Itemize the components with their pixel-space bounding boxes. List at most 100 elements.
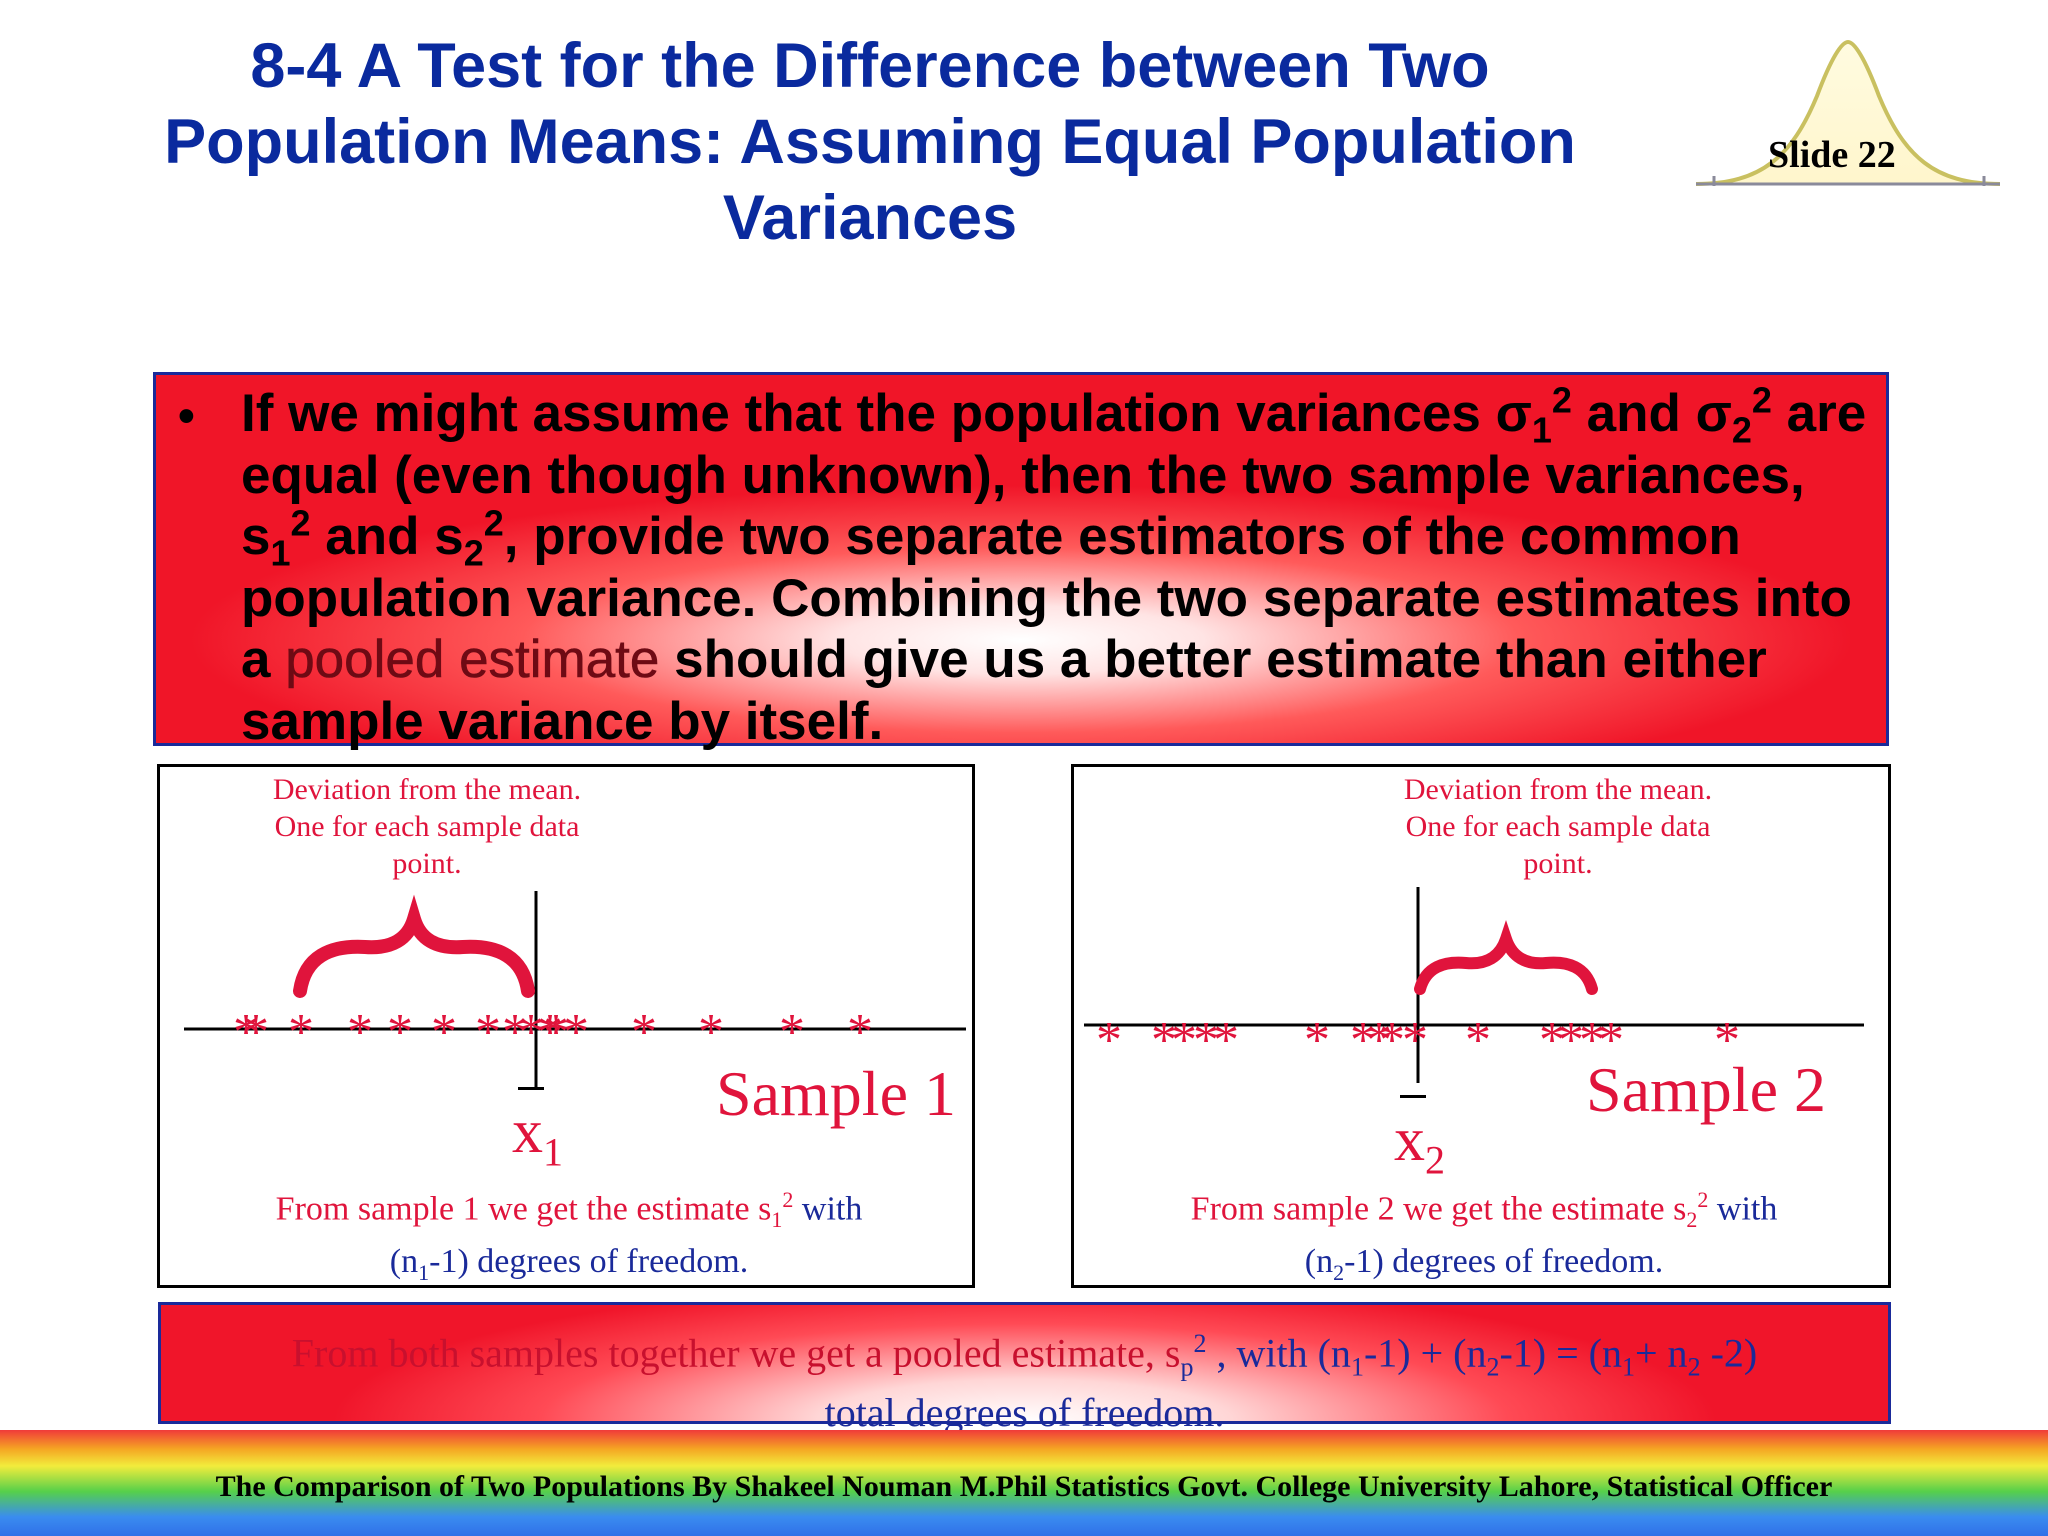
- data-point: *: [543, 1004, 569, 1061]
- estimate-sup: 2: [1697, 1187, 1709, 1212]
- sp-sub: p: [1180, 1352, 1194, 1382]
- mean-bar: [518, 1087, 544, 1090]
- mean-symbol-x1: x1: [512, 1087, 563, 1175]
- pooled-line-1: From both samples together we get a pool…: [161, 1321, 1888, 1390]
- estimate-text-end: with: [793, 1190, 863, 1228]
- data-point: *: [563, 1004, 589, 1061]
- data-point: *: [1151, 1012, 1177, 1069]
- title-line-1: 8-4 A Test for the Difference between Tw…: [250, 31, 1490, 101]
- data-point: *: [1579, 1012, 1605, 1069]
- s2-sup: 2: [483, 502, 504, 544]
- n2-sub: 2: [1486, 1352, 1500, 1382]
- title-line-2: Population Means: Assuming Equal Populat…: [164, 107, 1576, 177]
- n1-sub: 1: [1622, 1352, 1635, 1382]
- deviation-brace: [293, 894, 535, 998]
- n2-sub: 2: [1687, 1352, 1701, 1382]
- footer-text: The Comparison of Two Populations By Sha…: [215, 1470, 1833, 1503]
- data-point: *: [1193, 1012, 1219, 1069]
- dof-text: (n: [389, 1243, 419, 1281]
- bullet-box: • If we might assume that the population…: [153, 372, 1889, 751]
- data-point: *: [1350, 1012, 1376, 1069]
- mean-symbol-x2: x2: [1394, 1095, 1445, 1183]
- pooled-estimate-box: From both samples together we get a pool…: [158, 1302, 1891, 1435]
- sigma1-sub: 1: [1531, 409, 1552, 451]
- data-point: *: [1096, 1012, 1122, 1069]
- deviation-brace: [1414, 920, 1598, 995]
- s1-sub: 1: [270, 532, 291, 574]
- data-point: *: [1539, 1012, 1565, 1069]
- data-point: *: [1304, 1012, 1330, 1069]
- pooled-text: -2): [1700, 1330, 1758, 1376]
- bullet-part: If we might assume that the population v…: [241, 384, 1532, 443]
- estimate-sub: 1: [771, 1207, 783, 1233]
- pooled-text: + n: [1635, 1330, 1688, 1376]
- data-point: *: [233, 1004, 259, 1061]
- data-point: *: [1379, 1012, 1405, 1069]
- slide-title: 8-4 A Test for the Difference between Tw…: [30, 28, 1710, 256]
- data-point: *: [1366, 1012, 1392, 1069]
- data-point: *: [698, 1004, 724, 1061]
- pooled-text: , with (n: [1206, 1330, 1351, 1376]
- data-point: *: [537, 1004, 563, 1061]
- data-points: * * * * * * * * * * * * * * * *: [233, 1004, 873, 1061]
- bullet-symbol: •: [178, 390, 195, 443]
- title-line-3: Variances: [722, 183, 1018, 253]
- pooled-estimate-highlight: pooled estimate: [285, 630, 660, 690]
- sample-1-panel: * * * * * * * * * * * * * * * * Deviatio…: [157, 764, 975, 1288]
- estimate-text: From sample 1 we get the estimate s: [275, 1190, 772, 1228]
- data-point: *: [1213, 1012, 1239, 1069]
- data-point: *: [288, 1004, 314, 1061]
- sample-1-diagram: * * * * * * * * * * * * * * * *: [184, 891, 966, 1087]
- sp-sup: 2: [1193, 1329, 1207, 1358]
- slide-number: Slide 22: [1768, 134, 1896, 176]
- data-point: *: [475, 1004, 501, 1061]
- sample-2-estimate-text: From sample 2 we get the estimate s22 wi…: [1104, 1179, 1864, 1294]
- estimate-sub: 2: [1686, 1207, 1698, 1233]
- data-point: *: [1714, 1012, 1740, 1069]
- n1-sub: 1: [1350, 1352, 1364, 1382]
- data-point: *: [387, 1004, 413, 1061]
- dof-text-end: -1) degrees of freedom.: [429, 1243, 749, 1281]
- sample-1-label: Sample 1: [716, 1058, 956, 1129]
- data-point: *: [347, 1004, 373, 1061]
- data-point: *: [1402, 1012, 1428, 1069]
- bullet-part: are equal (even though unknown), then th…: [241, 384, 1867, 566]
- mean-x: x: [1394, 1106, 1425, 1174]
- bullet-part: and σ: [1571, 384, 1732, 443]
- dof-sub: 2: [1333, 1259, 1345, 1285]
- data-point: *: [1465, 1012, 1491, 1069]
- pooled-text: -1) + (n: [1363, 1330, 1487, 1376]
- bullet-part: , provide two separate estimators of the…: [241, 507, 1852, 689]
- data-point: *: [631, 1004, 657, 1061]
- data-point: *: [518, 1004, 544, 1061]
- data-point: *: [779, 1004, 805, 1061]
- data-point: *: [243, 1004, 269, 1061]
- sample-2-label: Sample 2: [1586, 1054, 1826, 1125]
- sample-2-panel: * * * * * * * * * * * * * * * * Deviatio…: [1071, 764, 1891, 1288]
- data-points: * * * * * * * * * * * * * * * *: [1096, 1012, 1740, 1069]
- mean-sub: 2: [1425, 1137, 1445, 1183]
- estimate-sup: 2: [782, 1187, 794, 1212]
- bullet-part: should give us a better estimate than ei…: [241, 630, 1767, 751]
- data-point: *: [502, 1004, 528, 1061]
- s2-sub: 2: [463, 532, 484, 574]
- data-point: *: [1598, 1012, 1624, 1069]
- sigma2-sub: 2: [1731, 409, 1752, 451]
- sigma2-sup: 2: [1751, 379, 1772, 421]
- dof-text: (n: [1304, 1243, 1334, 1281]
- sample-2-diagram: * * * * * * * * * * * * * * * *: [1084, 887, 1864, 1083]
- bullet-text: If we might assume that the population v…: [241, 382, 1881, 752]
- data-point: *: [431, 1004, 457, 1061]
- mean-bar: [1400, 1095, 1426, 1098]
- data-point: *: [1171, 1012, 1197, 1069]
- deviation-note: Deviation from the mean. One for each sa…: [1403, 773, 1713, 880]
- pooled-text: From both samples together we get a pool…: [291, 1330, 1181, 1376]
- estimate-text: From sample 2 we get the estimate s: [1190, 1190, 1687, 1228]
- sigma1-sup: 2: [1551, 379, 1572, 421]
- deviation-note: Deviation from the mean. One for each sa…: [272, 773, 582, 880]
- data-point: *: [847, 1004, 873, 1061]
- dof-text-end: -1) degrees of freedom.: [1344, 1243, 1664, 1281]
- data-point: *: [1558, 1012, 1584, 1069]
- estimate-text-end: with: [1708, 1190, 1778, 1228]
- s1-sup: 2: [290, 502, 311, 544]
